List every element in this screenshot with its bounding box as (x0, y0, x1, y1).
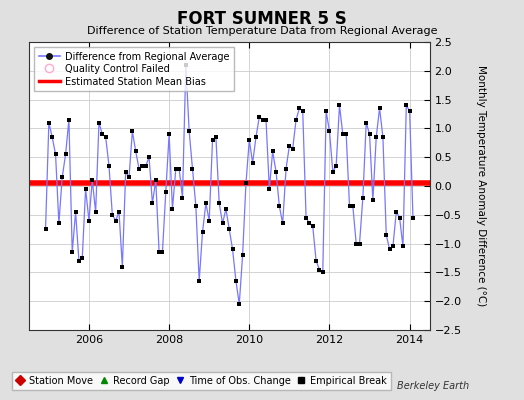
Text: Difference of Station Temperature Data from Regional Average: Difference of Station Temperature Data f… (87, 26, 437, 36)
Text: FORT SUMNER 5 S: FORT SUMNER 5 S (177, 10, 347, 28)
Legend: Station Move, Record Gap, Time of Obs. Change, Empirical Break: Station Move, Record Gap, Time of Obs. C… (12, 372, 391, 390)
Text: Berkeley Earth: Berkeley Earth (397, 381, 469, 391)
Y-axis label: Monthly Temperature Anomaly Difference (°C): Monthly Temperature Anomaly Difference (… (476, 65, 486, 307)
